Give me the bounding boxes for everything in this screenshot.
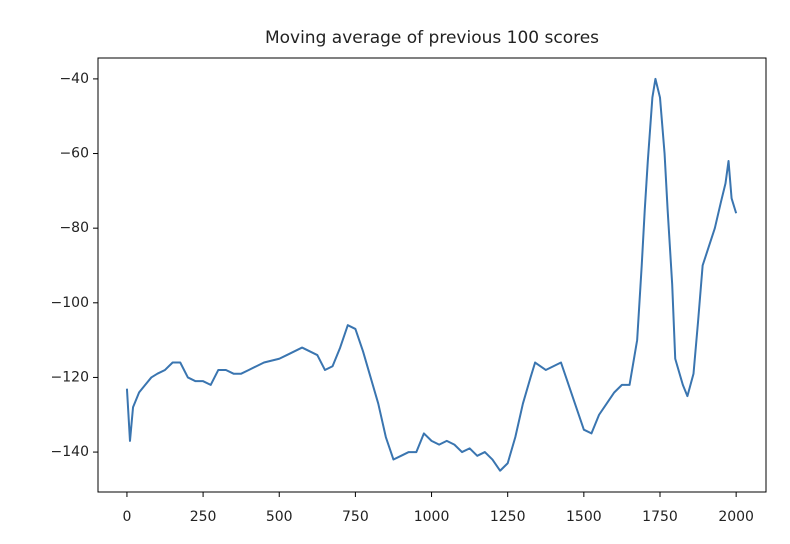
x-tick-label: 250 [190,509,217,525]
series-line [125,77,738,472]
y-tick-label: −140 [51,444,89,460]
chart-title: Moving average of previous 100 scores [265,28,599,48]
x-tick-label: 500 [266,509,293,525]
x-tick-label: 750 [342,509,369,525]
y-tick-label: −60 [59,146,89,162]
x-tick-label: 1750 [642,509,678,525]
x-tick-label: 1000 [414,509,450,525]
x-tick-label: 1500 [566,509,602,525]
x-tick-label: 2000 [718,509,754,525]
y-tick-label: −100 [51,295,89,311]
y-tick-label: −80 [59,220,89,236]
x-tick-label: 1250 [490,509,526,525]
y-tick-label: −120 [51,369,89,385]
x-tick-label: 0 [122,509,131,525]
y-tick-label: −40 [59,71,89,87]
